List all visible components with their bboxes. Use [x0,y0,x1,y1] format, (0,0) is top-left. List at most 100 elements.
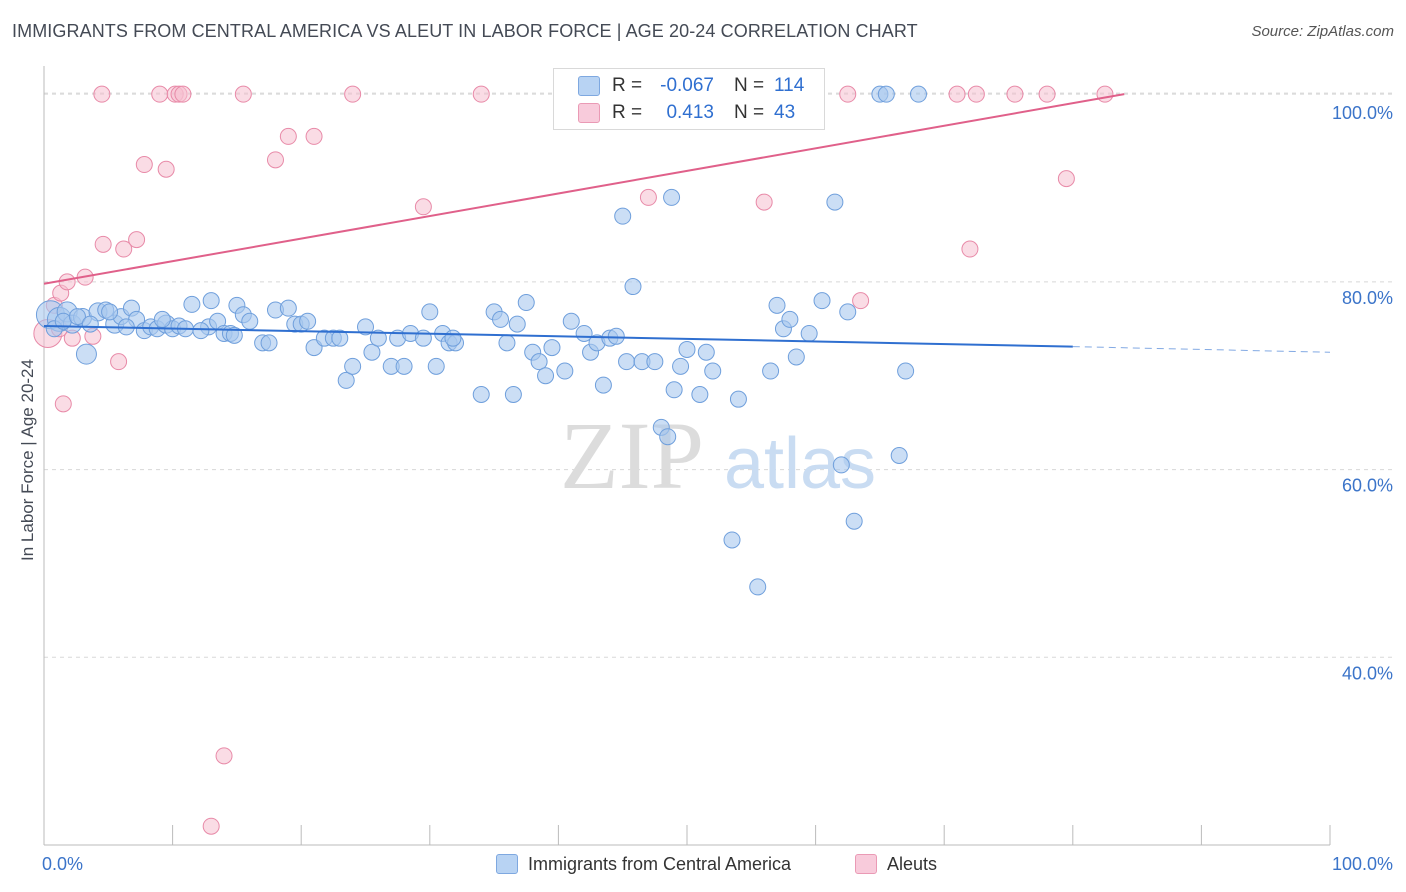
legend-r-label: R = [612,75,643,96]
trend-lines [43,93,1331,353]
aleuts-point [128,231,146,249]
aleuts-point [93,85,111,103]
central-america-point [225,326,243,344]
bottom-legend-aleuts: Aleuts [855,852,937,876]
tick-labels: 40.0% 60.0% 80.0% 100.0% 0.0% 100.0% [42,103,1393,874]
central-america-point [678,340,696,358]
central-america-point [614,207,632,225]
aleuts-point [157,160,175,178]
aleuts-point [755,193,773,211]
legend-r-label: R = [612,102,643,123]
aleuts-point [1006,85,1024,103]
aleuts-point [1038,85,1056,103]
central-america-point [749,578,767,596]
watermark-zip: ZIP [560,402,704,509]
aleuts-point [234,85,252,103]
central-america-point [260,334,278,352]
aleuts-point [202,817,220,835]
central-america-point [909,85,927,103]
aleuts-trend-line [43,93,1125,285]
y-tick-label: 80.0% [1342,288,1393,308]
central-america-point [68,308,86,326]
central-america-point [691,385,709,403]
central-america-point [890,447,908,464]
central-america-point [781,310,799,328]
central-america-point [492,310,510,328]
aleuts-point [266,151,284,169]
aleuts-point [305,127,323,145]
central-america-point [845,512,863,530]
legend-r-value: -0.067 [660,75,714,96]
central-america-trend-line [43,324,1073,348]
central-america-point [299,312,317,330]
central-america-point [729,390,747,408]
central-america-point [331,329,349,347]
central-america-point [183,295,201,313]
central-america-point [543,339,561,357]
legend-n-value: 43 [774,102,796,123]
aleuts-point [279,127,297,145]
central-america-point [81,315,99,333]
central-america-point [344,357,362,375]
legend-swatch-blue [578,76,600,96]
legend-swatch-pink [578,103,600,123]
chart-title: IMMIGRANTS FROM CENTRAL AMERICA VS ALEUT… [12,21,918,41]
central-america-point [624,278,642,296]
aleuts-point [1057,170,1075,188]
central-america-point [646,353,664,371]
aleuts-point [967,85,985,103]
watermark-atlas: atlas [724,424,876,504]
source-label: Source: ZipAtlas.com [1251,23,1394,40]
legend-row-aleuts: R = 0.413 N = 43 [554,100,824,126]
central-america-point [508,315,526,333]
central-america-point [800,324,818,342]
aleuts-point [94,235,112,253]
bottom-legend-label: Aleuts [887,853,938,874]
y-tick-label: 60.0% [1342,476,1393,496]
central-america-point [202,292,220,310]
central-america-point [663,188,681,206]
central-america-point [826,193,844,211]
central-america-point [337,371,355,389]
central-america-point [723,531,741,549]
aleuts-point [135,156,153,174]
aleuts-point [1096,85,1114,103]
central-america-point [768,296,786,314]
central-america-point [704,362,722,380]
central-america-point [537,367,555,385]
y-tick-label: 100.0% [1332,103,1393,123]
central-america-point [877,85,895,103]
legend-r-value: 0.413 [666,102,714,123]
legend-n-label: N = [734,75,765,96]
aleuts-point [639,188,657,206]
central-america-point [556,362,574,380]
axes [43,66,1331,846]
bottom-legend-swatch-pink [855,854,877,874]
central-america-point [421,303,439,321]
central-america-point [762,362,780,380]
aleuts-point [174,85,192,103]
central-america-point [75,343,97,365]
aleuts-point [58,273,76,291]
central-america-point [839,303,857,321]
aleuts-point [110,353,128,371]
central-america-point [395,357,413,375]
legend-n-value: 114 [774,75,805,96]
watermark: ZIP atlas [560,402,876,509]
central-america-point [427,357,445,375]
aleuts-point [151,85,169,103]
central-america-point [498,334,516,352]
x-tick-label: 0.0% [42,854,83,874]
aleuts-point [852,292,870,310]
bottom-legend-swatch-blue [496,854,518,874]
aleuts-point [215,747,233,765]
central-america-point [562,312,580,330]
y-tick-label: 40.0% [1342,663,1393,683]
central-america-point [369,329,387,347]
correlation-legend: R = -0.067 N = 114 R = 0.413 N = 43 [553,68,825,130]
central-america-point [607,327,625,345]
aleuts-point [344,85,362,103]
central-america-point [444,329,462,347]
central-america-point [472,385,490,403]
